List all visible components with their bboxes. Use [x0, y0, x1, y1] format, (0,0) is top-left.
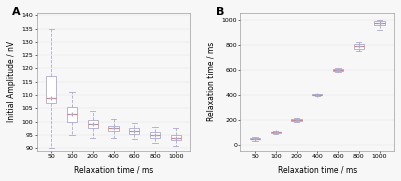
PathPatch shape — [129, 128, 140, 134]
PathPatch shape — [292, 119, 302, 121]
PathPatch shape — [250, 138, 260, 139]
PathPatch shape — [150, 132, 160, 138]
Text: B: B — [216, 7, 224, 17]
X-axis label: Relaxation time / ms: Relaxation time / ms — [277, 165, 357, 174]
PathPatch shape — [333, 69, 343, 71]
PathPatch shape — [271, 132, 281, 133]
PathPatch shape — [312, 94, 322, 95]
PathPatch shape — [87, 120, 98, 128]
Y-axis label: Relaxation time / ms: Relaxation time / ms — [207, 42, 216, 121]
PathPatch shape — [108, 126, 119, 131]
X-axis label: Relaxation time / ms: Relaxation time / ms — [74, 165, 153, 174]
PathPatch shape — [67, 107, 77, 122]
Y-axis label: Initial Amplitude / nV: Initial Amplitude / nV — [7, 41, 16, 122]
PathPatch shape — [170, 135, 181, 140]
Text: A: A — [12, 7, 21, 17]
PathPatch shape — [375, 21, 385, 25]
PathPatch shape — [354, 44, 364, 49]
PathPatch shape — [46, 76, 57, 103]
